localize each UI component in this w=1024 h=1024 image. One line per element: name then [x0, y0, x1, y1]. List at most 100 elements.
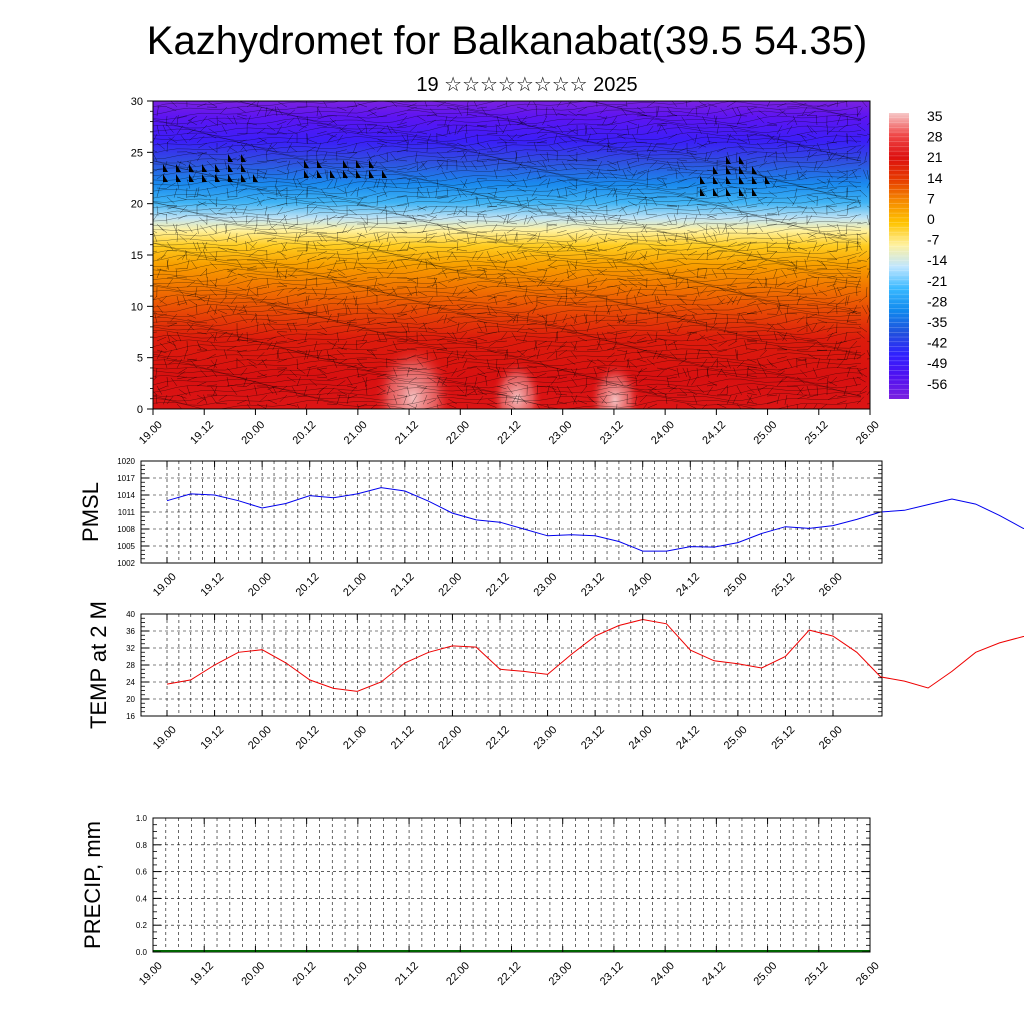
wind-barb — [736, 385, 742, 395]
wind-barb — [744, 196, 748, 207]
wind-barb — [866, 256, 870, 261]
wind-barb — [486, 358, 490, 369]
wind-barb — [829, 252, 838, 261]
wind-barb — [206, 324, 214, 333]
wind-barb — [256, 286, 259, 297]
wind-barb — [616, 214, 622, 225]
wind-barb — [686, 232, 689, 243]
wind-barb — [226, 232, 231, 243]
x-tick-label: 21.12 — [393, 960, 421, 988]
wind-barb — [726, 151, 731, 162]
wind-barb — [729, 225, 738, 234]
wind-barb — [569, 261, 578, 270]
wind-barb — [436, 160, 444, 170]
wind-barb — [358, 263, 368, 270]
wind-barb — [767, 122, 778, 126]
wind-barb — [547, 223, 558, 227]
wind-barb — [407, 348, 418, 351]
wind-barb — [223, 349, 228, 360]
wind-barb — [796, 160, 802, 170]
wind-barb — [316, 387, 325, 396]
wind-barb — [391, 287, 398, 297]
wind-barb — [156, 385, 163, 395]
x-tick-label: 24.12 — [674, 571, 702, 599]
wind-barb — [307, 322, 318, 327]
wind-barb — [210, 386, 218, 396]
wind-barb — [537, 133, 548, 138]
wind-flag — [713, 176, 718, 184]
wind-barb — [768, 191, 778, 198]
wind-barb — [186, 322, 195, 331]
wind-barb — [826, 275, 837, 279]
wind-barb — [758, 363, 768, 369]
wind-barb — [716, 251, 723, 261]
wind-barb — [836, 154, 845, 162]
wind-barb — [328, 214, 338, 221]
wind-barb — [477, 124, 488, 127]
wind-barb — [764, 277, 768, 288]
wind-barb — [316, 349, 319, 360]
wind-barb — [646, 117, 655, 126]
x-tick-label: 21.12 — [389, 571, 417, 599]
wind-barb — [866, 136, 870, 144]
wind-barb — [399, 226, 408, 234]
wind-barb — [210, 342, 218, 351]
wind-barb — [166, 278, 173, 288]
wind-barb — [197, 345, 208, 351]
wind-barb — [386, 403, 391, 409]
wind-barb — [646, 177, 648, 189]
wind-barb — [856, 124, 866, 132]
wind-barb — [826, 349, 832, 360]
wind-barb — [806, 196, 816, 204]
pmsl-frame — [140, 460, 883, 564]
wind-barb — [570, 342, 578, 351]
wind-barb — [693, 394, 698, 405]
wind-barb — [506, 169, 518, 171]
wind-barb — [196, 277, 204, 286]
wind-flag — [739, 156, 744, 164]
wind-barb — [812, 241, 818, 252]
wind-barb — [159, 226, 168, 234]
wind-flag — [382, 170, 387, 178]
wind-barb — [706, 367, 709, 378]
wind-flag — [163, 164, 168, 172]
wind-barb — [197, 151, 208, 157]
wind-barb — [796, 385, 804, 395]
wind-barb — [700, 286, 708, 295]
wind-barb — [452, 286, 458, 297]
wind-barb — [789, 333, 798, 342]
isotherm — [153, 232, 862, 243]
wind-barb — [586, 247, 597, 252]
wind-barb — [508, 295, 518, 302]
wind-barb — [287, 223, 298, 229]
wind-barb — [568, 181, 578, 189]
wind-barb — [646, 358, 655, 366]
wind-barb — [678, 313, 688, 320]
wind-barb — [666, 322, 671, 333]
wind-barb — [846, 186, 848, 198]
wind-barb — [353, 295, 358, 306]
wind-barb — [656, 106, 660, 117]
wind-barb — [757, 385, 768, 391]
wind-barb — [706, 173, 716, 180]
wind-barb — [683, 232, 688, 243]
wind-barb — [746, 133, 750, 144]
wind-barb — [486, 241, 497, 244]
wind-barb — [616, 286, 621, 297]
wind-barb — [759, 160, 768, 168]
wind-barb — [747, 232, 758, 235]
wind-barb — [816, 268, 828, 270]
wind-barb — [382, 331, 388, 342]
wind-barb — [570, 368, 578, 378]
y-tick-label: 1020 — [117, 457, 135, 466]
wind-barb — [796, 142, 806, 149]
wind-barb — [429, 214, 438, 222]
wind-barb — [599, 106, 608, 115]
wind-barb — [647, 340, 658, 344]
wind-barb — [706, 232, 714, 241]
wind-barb — [273, 259, 278, 270]
wind-barb — [266, 108, 274, 117]
wind-barb — [517, 250, 528, 255]
wind-barb — [486, 304, 491, 315]
wind-barb — [432, 349, 438, 360]
